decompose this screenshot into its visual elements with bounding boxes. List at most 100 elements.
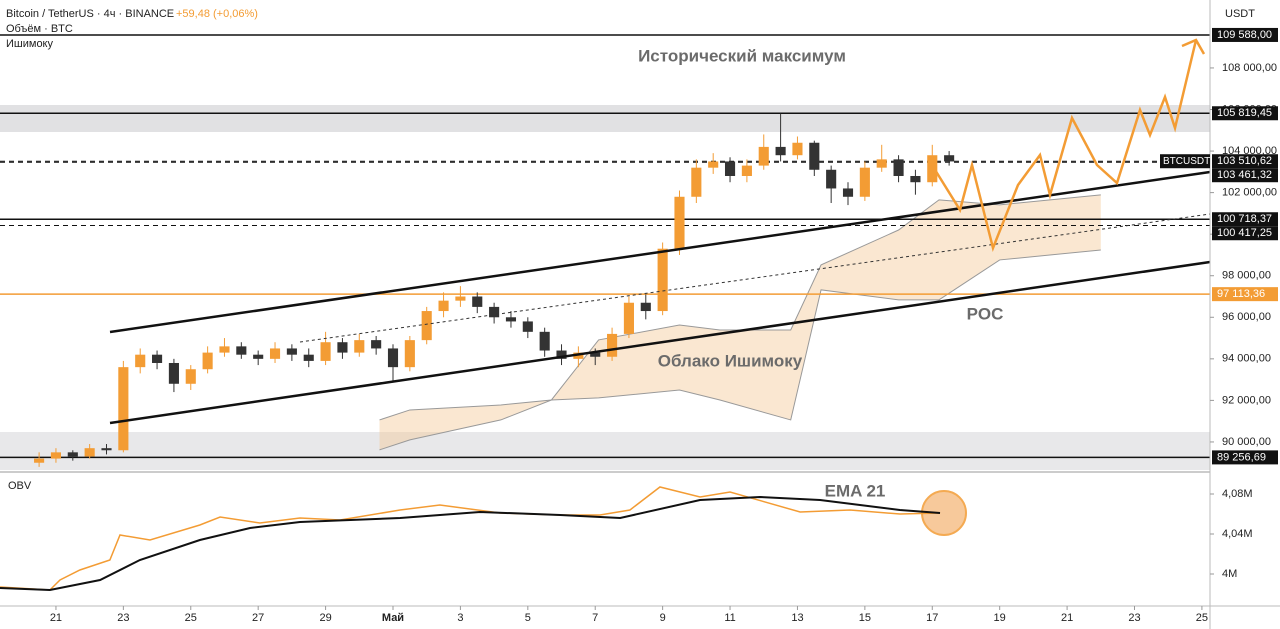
candle-body [118, 367, 129, 451]
price-label-box [1212, 287, 1278, 302]
candle-body [927, 155, 938, 183]
candle-body [944, 155, 955, 162]
candle-body [286, 348, 297, 355]
cloud-lower [379, 249, 1101, 451]
series-line [0, 495, 941, 592]
candle-body [539, 331, 550, 351]
candle-body [859, 167, 870, 197]
candle-body [708, 161, 719, 168]
x-tick-label: Май [382, 612, 404, 624]
y-tick-label: 4,04M [1222, 528, 1253, 540]
candle-body [185, 369, 196, 384]
cloud-note: Облако Ишимоку [658, 351, 803, 370]
price-label-box [1212, 27, 1278, 42]
candle-body [101, 448, 112, 451]
price-label: 105 819,45 [1217, 107, 1272, 119]
y-tick-label: 104 000,00 [1222, 145, 1277, 157]
x-tick-label: 27 [252, 612, 264, 624]
ema-note: EMA 21 [825, 481, 886, 500]
candle-body [236, 346, 247, 355]
price-label-box [1212, 212, 1278, 227]
price-change: +59,48 (+0,06%) [176, 8, 258, 20]
channel-upper [109, 170, 1211, 334]
candle-body [590, 352, 601, 357]
y-tick-label: 98 000,00 [1222, 270, 1271, 282]
y-tick-label: 94 000,00 [1222, 353, 1271, 365]
price-label-box [1212, 168, 1278, 183]
candle-body [219, 346, 230, 353]
candle-body [758, 146, 769, 166]
volume-label: Объём · BTC [6, 23, 73, 35]
x-tick-label: 13 [791, 612, 803, 624]
candle-body [50, 452, 62, 459]
candle-body [337, 342, 348, 353]
candle-body [809, 142, 820, 170]
x-tick-label: 23 [1128, 612, 1140, 624]
candle-body [34, 458, 45, 463]
candle-body [623, 302, 634, 334]
obv-label: OBV [8, 480, 32, 492]
x-tick-label: 25 [1196, 612, 1208, 624]
forecast-path [930, 39, 1198, 253]
cloud-fill [379, 194, 1101, 450]
candle-body [556, 350, 567, 359]
candle-body [691, 167, 702, 197]
candle-body [421, 311, 432, 341]
candle-body [826, 169, 837, 189]
y-tick-label: 102 000,00 [1222, 187, 1277, 199]
candle-body [320, 342, 331, 361]
candle-body [775, 146, 786, 156]
price-label-box [1212, 106, 1278, 121]
x-tick-label: 11 [724, 612, 735, 624]
price-label: 103 461,32 [1217, 169, 1272, 181]
price-label: 100 417,25 [1217, 227, 1272, 239]
x-tick-label: 15 [859, 612, 871, 624]
candle-body [893, 159, 904, 176]
x-tick-label: 3 [457, 612, 463, 624]
candle-body [910, 175, 921, 183]
candle-body [168, 362, 179, 384]
symbol: Bitcoin / TetherUS · 4ч · BINANCE [6, 8, 174, 20]
x-tick-label: 5 [525, 612, 531, 624]
price-label: 103 510,62 [1217, 155, 1272, 167]
candle-body [640, 302, 651, 312]
candle-body [657, 248, 668, 312]
candle-body [472, 296, 483, 307]
x-tick-label: 21 [50, 612, 62, 624]
candle-body [505, 317, 517, 322]
poc-note: POC [967, 304, 1004, 323]
candle-body [741, 165, 752, 176]
x-tick-label: 29 [319, 612, 331, 624]
candle-body [489, 306, 500, 318]
price-label-box [1212, 154, 1278, 169]
candle-body [202, 352, 213, 370]
symbol-tag-box [1160, 154, 1210, 169]
price-label: 89 256,69 [1217, 451, 1266, 463]
y-tick-label: 90 000,00 [1222, 436, 1271, 448]
candle-body [371, 340, 382, 349]
price-label-box [1212, 450, 1278, 465]
candle-body [607, 333, 618, 357]
x-tick-label: 23 [117, 612, 129, 624]
forecast-arrow [1181, 38, 1206, 55]
candle-body [792, 142, 803, 156]
ichimoku-label: Ишимоку [6, 38, 53, 50]
x-tick-label: 25 [185, 612, 197, 624]
y-tick-label: 92 000,00 [1222, 394, 1271, 406]
x-tick-label: 7 [592, 612, 598, 624]
price-label: 97 113,36 [1217, 288, 1265, 300]
y-tick-label: 96 000,00 [1222, 311, 1271, 323]
cloud-upper [379, 194, 1101, 421]
candle-body [842, 188, 854, 197]
support-zone [0, 432, 1210, 470]
x-tick-label: 9 [660, 612, 666, 624]
channel-middle [299, 213, 1211, 343]
x-tick-label: 19 [994, 612, 1006, 624]
candle-body [674, 196, 685, 249]
candle-body [387, 348, 399, 368]
candle-body [455, 296, 466, 301]
price-label: 100 718,37 [1217, 213, 1272, 225]
candle-body [876, 159, 887, 168]
candle-body [253, 354, 264, 359]
